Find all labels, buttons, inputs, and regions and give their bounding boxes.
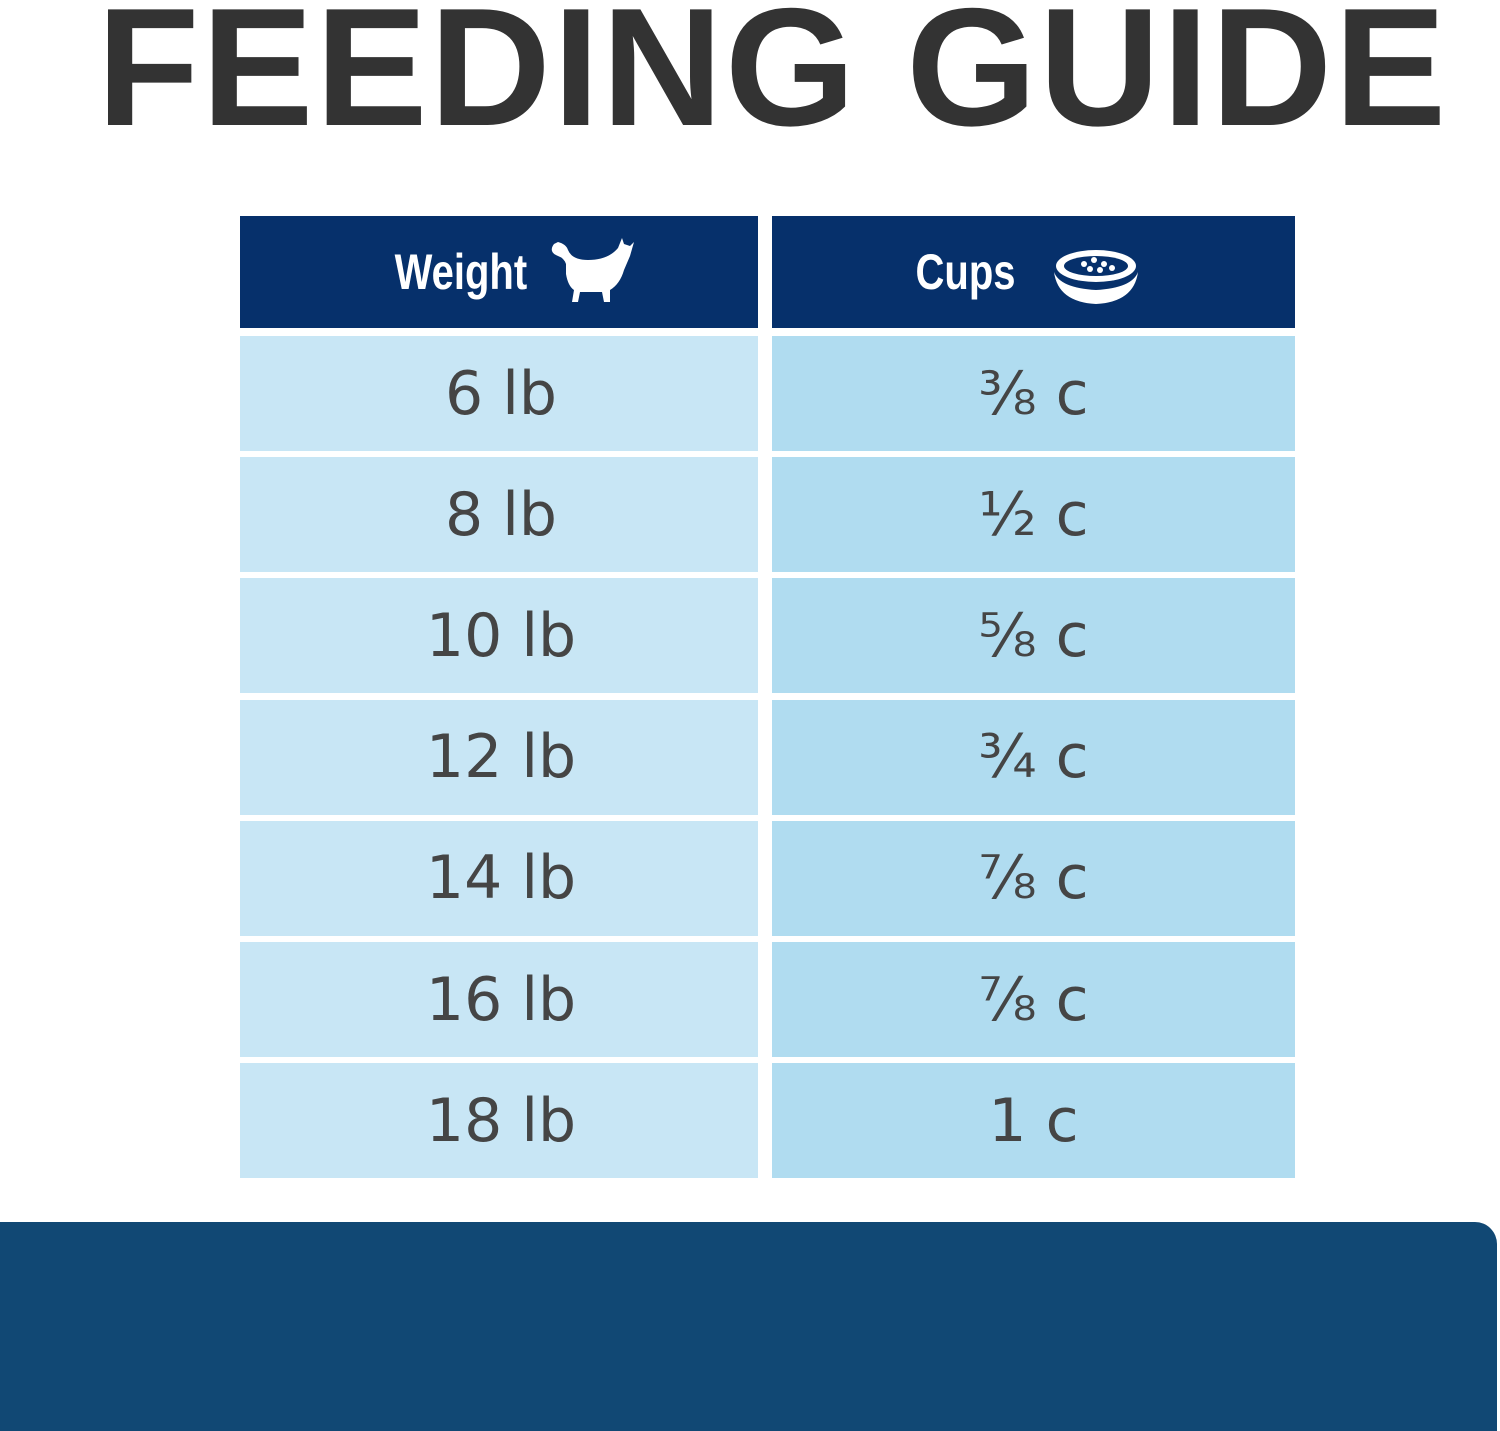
cups-cell: ⅝ c <box>772 578 1295 694</box>
cups-cell-text: ¾ c <box>978 722 1089 793</box>
title: FEEDING GUIDE <box>96 0 1449 161</box>
weight-cell-text: 14 lb <box>425 843 577 914</box>
column-header: Weight <box>240 216 758 328</box>
cups-cell-text: ⅞ c <box>978 964 1089 1035</box>
weight-cell: 10 lb <box>240 578 758 694</box>
column-header-text: Weight <box>394 244 528 300</box>
cups-cell: ⅜ c <box>772 336 1295 451</box>
weight-cell-text: 16 lb <box>425 964 577 1035</box>
cups-cell: ½ c <box>772 457 1295 573</box>
weight-cell-text: 10 lb <box>425 600 577 671</box>
footer-band <box>0 1222 1497 1431</box>
weight-cell-text: 12 lb <box>425 722 577 793</box>
column-header: Cups <box>772 216 1295 328</box>
weight-cell: 12 lb <box>240 699 758 815</box>
cups-cell: ¾ c <box>772 699 1295 815</box>
weight-cell: 14 lb <box>240 820 758 936</box>
cups-cell: 1 c <box>772 1063 1295 1179</box>
weight-cell-text: 18 lb <box>425 1085 577 1156</box>
column-header-text: Cups <box>915 244 1016 300</box>
weight-cell-text: 6 lb <box>444 358 557 429</box>
cat-icon <box>551 238 634 302</box>
weight-cell: 16 lb <box>240 942 758 1057</box>
weight-cell: 6 lb <box>240 336 758 451</box>
cups-cell: ⅞ c <box>772 942 1295 1057</box>
cups-cell-text: ⅜ c <box>978 358 1089 429</box>
weight-cell: 18 lb <box>240 1063 758 1179</box>
cups-cell: ⅞ c <box>772 820 1295 936</box>
cups-cell-text: ⅝ c <box>978 600 1089 671</box>
weight-cell: 8 lb <box>240 457 758 573</box>
cups-cell-text: ½ c <box>978 479 1089 550</box>
bowl-icon <box>1054 250 1138 304</box>
cups-cell-text: ⅞ c <box>978 843 1089 914</box>
cups-cell-text: 1 c <box>988 1085 1079 1156</box>
weight-cell-text: 8 lb <box>444 479 557 550</box>
